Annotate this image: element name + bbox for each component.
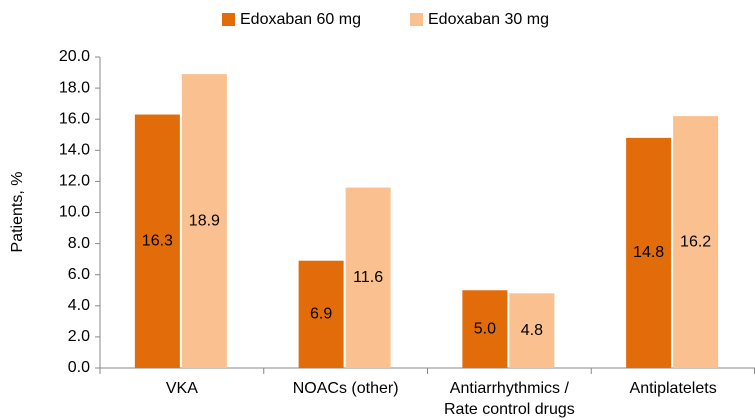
- x-tick-label: Antiarrhythmics / Rate control drugs: [444, 380, 575, 418]
- legend-swatch: [410, 13, 423, 26]
- x-tick-label: NOACs (other): [293, 380, 399, 397]
- x-tick-label: Antiplatelets: [630, 380, 717, 397]
- legend-label: Edoxaban 30 mg: [428, 11, 549, 28]
- bar: [345, 187, 391, 368]
- data-label: 6.9: [310, 306, 332, 323]
- data-label: 4.8: [521, 322, 543, 339]
- x-tick-label: VKA: [166, 380, 198, 397]
- y-tick-label: 10.0: [59, 204, 90, 221]
- data-label: 14.8: [633, 244, 664, 261]
- bar: [298, 260, 344, 368]
- bar: [509, 293, 555, 368]
- y-tick-label: 18.0: [59, 79, 90, 96]
- legend-swatch: [222, 13, 235, 26]
- y-tick-label: 0.0: [68, 359, 90, 376]
- y-tick-label: 8.0: [68, 235, 90, 252]
- bar: [626, 137, 672, 368]
- y-tick-label: 16.0: [59, 110, 90, 127]
- data-label: 16.3: [142, 232, 173, 249]
- bar: [181, 74, 227, 368]
- data-label: 5.0: [474, 320, 496, 337]
- bar: [673, 116, 719, 368]
- data-label: 11.6: [353, 269, 383, 286]
- y-axis-label: Patients, %: [9, 172, 26, 253]
- y-tick-label: 4.0: [68, 297, 90, 314]
- bar: [462, 290, 508, 368]
- data-label: 16.2: [680, 233, 711, 250]
- legend-label: Edoxaban 60 mg: [240, 11, 361, 28]
- y-tick-label: 6.0: [68, 266, 90, 283]
- bar: [134, 114, 180, 368]
- y-tick-label: 12.0: [59, 173, 90, 190]
- y-tick-label: 14.0: [59, 142, 90, 159]
- y-tick-label: 20.0: [59, 48, 90, 65]
- y-tick-label: 2.0: [68, 328, 90, 345]
- data-label: 18.9: [189, 212, 220, 229]
